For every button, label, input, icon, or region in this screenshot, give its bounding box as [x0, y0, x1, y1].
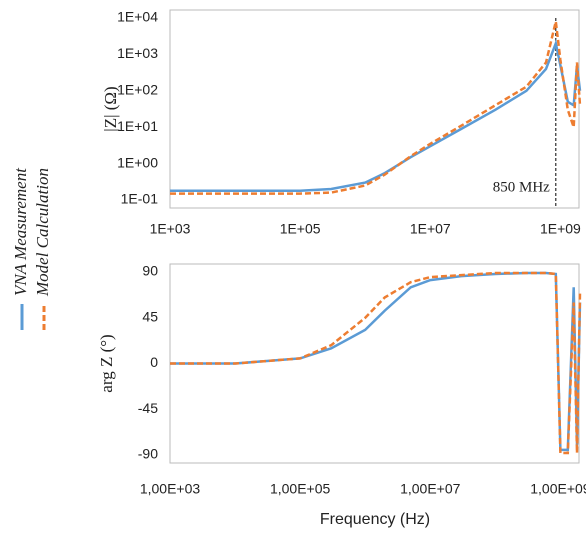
y-tick-label: 1E+02 [117, 82, 158, 98]
y-tick-label: 1E+01 [117, 118, 158, 134]
y-tick-label: -90 [138, 446, 158, 462]
x-tick-label: 1E+09 [540, 221, 581, 237]
y-axis-label: |Z| (Ω) [101, 86, 120, 131]
x-tick-label: 1,00E+09 [530, 481, 586, 497]
legend: VNA Measurement Model Calculation [11, 167, 52, 330]
annotation-text: 850 MHz [493, 179, 550, 195]
plot-frame [169, 9, 580, 209]
legend-label: VNA Measurement [11, 167, 30, 296]
series-line [170, 38, 582, 192]
y-tick-label: 1E-01 [121, 191, 159, 207]
x-tick-label: 1,00E+05 [270, 481, 331, 497]
x-tick-label: 1,00E+07 [400, 481, 461, 497]
y-tick-label: 45 [142, 308, 158, 324]
x-tick-label: 1E+05 [280, 221, 321, 237]
series-line [170, 21, 582, 195]
y-tick-label: -45 [138, 400, 158, 416]
series-line [170, 271, 582, 452]
legend-label: Model Calculation [33, 168, 52, 297]
x-tick-label: 1E+03 [150, 221, 191, 237]
y-tick-label: 0 [150, 354, 158, 370]
y-tick-label: 90 [142, 263, 158, 279]
y-tick-label: 1E+00 [117, 154, 158, 170]
y-tick-label: 1E+04 [117, 9, 158, 25]
x-tick-label: 1E+07 [410, 221, 451, 237]
series-line [170, 271, 582, 455]
y-tick-label: 1E+03 [117, 45, 158, 61]
x-tick-label: 1,00E+03 [140, 481, 201, 497]
x-axis-label: Frequency (Hz) [320, 511, 430, 528]
y-axis-label: arg Z (°) [97, 334, 116, 392]
